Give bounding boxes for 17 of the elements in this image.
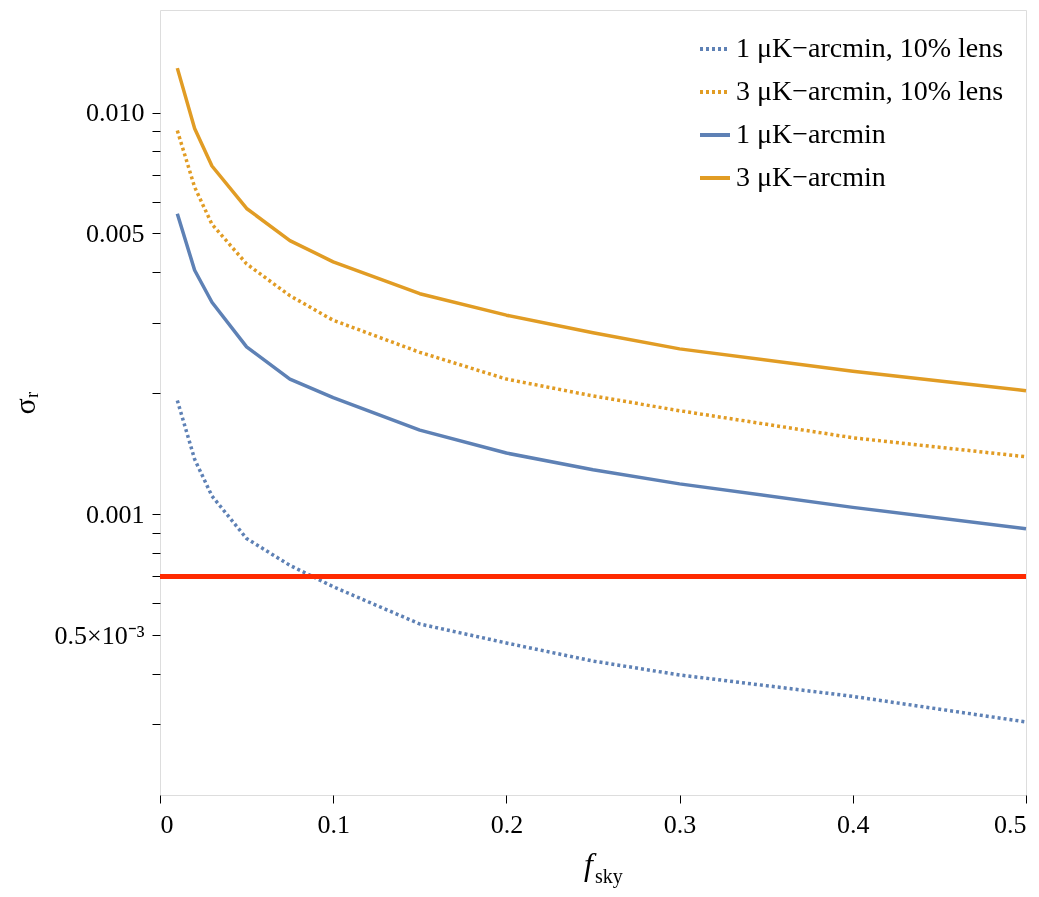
x-tick-label: 0.2: [490, 809, 524, 839]
y-tick-label: 0.010: [86, 98, 145, 128]
legend-label: 1 μK−arcmin, 10% lens: [736, 32, 1004, 63]
y-tick-label: 0.001: [86, 499, 145, 529]
x-tick-label: 0.4: [837, 809, 870, 839]
y-axis-title: σᵣ: [7, 391, 41, 415]
x-tick-label: 0.3: [663, 809, 697, 839]
y-tick-label: 0.5×10⁻³: [54, 620, 145, 650]
line-series: [175, 66, 1028, 393]
x-tick-label: 0: [160, 809, 174, 839]
legend-label: 3 μK−arcmin: [736, 161, 886, 192]
x-tick-label: 0.5: [994, 809, 1027, 839]
legend-label: 1 μK−arcmin: [736, 118, 886, 149]
line-series: [175, 211, 1028, 531]
y-tick-label: 0.005: [86, 218, 145, 248]
x-tick-label: 0.1: [317, 809, 350, 839]
legend-label: 3 μK−arcmin, 10% lens: [736, 75, 1004, 106]
